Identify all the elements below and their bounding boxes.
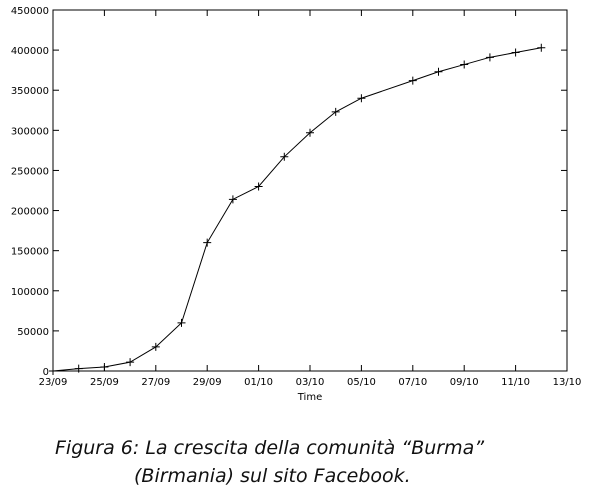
y-tick-label: 0 xyxy=(43,367,49,378)
point-marker xyxy=(151,342,160,351)
y-tick-label: 250000 xyxy=(11,166,49,177)
x-tick-label: 05/10 xyxy=(347,377,376,388)
point-marker xyxy=(100,362,109,371)
point-marker xyxy=(254,182,263,191)
x-tick-label: 23/09 xyxy=(39,377,68,388)
point-marker xyxy=(537,43,546,52)
point-marker xyxy=(511,48,520,57)
y-tick-label: 50000 xyxy=(17,327,49,338)
x-tick-label: 27/09 xyxy=(141,377,170,388)
x-tick-label: 29/09 xyxy=(193,377,222,388)
point-marker xyxy=(126,358,135,367)
point-marker xyxy=(434,67,443,76)
point-marker xyxy=(228,195,237,204)
y-tick-label: 200000 xyxy=(11,207,49,218)
caption-line: Figura 6: La crescita della comunità “Bu… xyxy=(55,437,485,459)
y-tick-label: 100000 xyxy=(11,287,49,298)
x-tick-label: 09/10 xyxy=(450,377,479,388)
caption-line: (Birmania) sul sito Facebook. xyxy=(134,465,411,487)
point-marker xyxy=(280,152,289,161)
y-tick-label: 450000 xyxy=(11,6,49,17)
plot-frame xyxy=(52,9,568,372)
x-tick-label: 11/10 xyxy=(501,377,530,388)
chart: Time 0 50000 100000 150000 200000 250000 30000… xyxy=(11,6,582,403)
x-tick-label: 13/10 xyxy=(553,377,582,388)
point-marker xyxy=(49,367,57,375)
point-marker xyxy=(306,128,314,137)
point-marker xyxy=(74,364,83,373)
x-axis-label: Time xyxy=(297,392,322,403)
point-marker xyxy=(357,94,366,103)
y-tick-label: 150000 xyxy=(11,247,49,258)
x-tick-label: 03/10 xyxy=(296,377,325,388)
point-marker xyxy=(485,53,494,62)
y-tick-label: 400000 xyxy=(11,46,49,57)
x-tick-label: 25/09 xyxy=(90,377,119,388)
point-marker xyxy=(408,76,417,85)
y-tick-label: 300000 xyxy=(11,126,49,137)
point-marker xyxy=(331,107,340,116)
point-marker xyxy=(177,318,186,327)
x-tick-label: 07/10 xyxy=(398,377,427,388)
point-marker xyxy=(203,238,212,247)
data-line xyxy=(52,47,542,372)
x-tick-label: 01/10 xyxy=(244,377,273,388)
y-tick-label: 350000 xyxy=(11,86,49,97)
point-marker xyxy=(460,60,469,69)
